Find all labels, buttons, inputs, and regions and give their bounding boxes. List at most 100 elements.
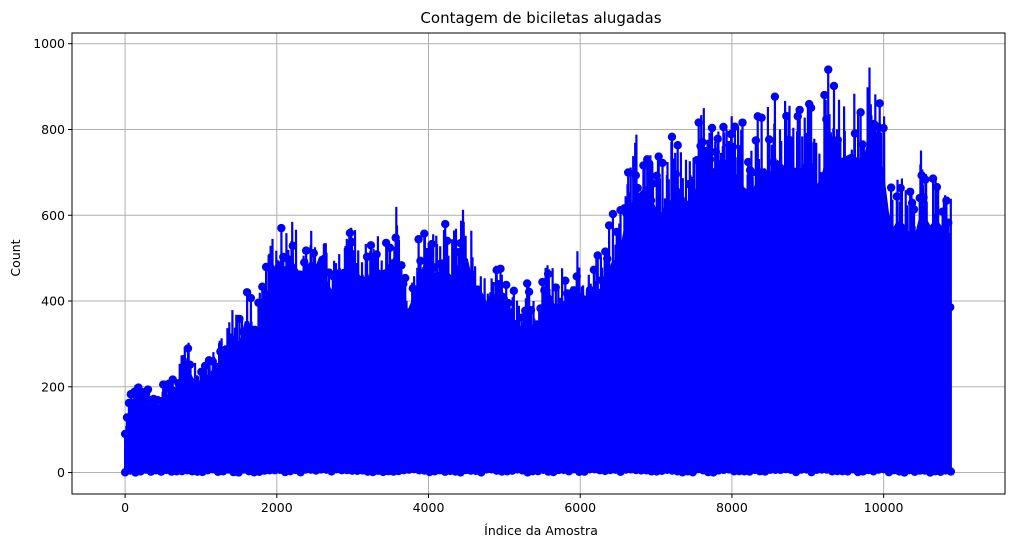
series-marker xyxy=(603,254,612,263)
series-marker xyxy=(633,183,642,193)
series-marker xyxy=(646,196,656,205)
series-marker xyxy=(673,141,682,150)
series-marker xyxy=(658,158,667,168)
series-marker xyxy=(397,261,406,270)
series-marker xyxy=(938,207,947,216)
series-marker xyxy=(406,314,416,323)
series-marker xyxy=(258,282,267,291)
series-marker xyxy=(732,241,741,250)
series-marker xyxy=(766,172,776,182)
series-marker xyxy=(408,284,418,293)
series-marker xyxy=(237,349,246,358)
series-marker xyxy=(930,221,940,231)
series-marker xyxy=(359,284,368,293)
series-marker xyxy=(557,347,566,357)
series-marker xyxy=(347,237,357,247)
series-marker xyxy=(896,183,905,193)
series-marker xyxy=(747,168,757,177)
series-marker xyxy=(284,256,294,265)
series-marker xyxy=(179,393,189,403)
series-marker xyxy=(545,314,555,323)
series-marker xyxy=(850,129,860,138)
series-marker xyxy=(744,157,753,167)
chart-title: Contagem de biciletas alugadas xyxy=(420,9,661,27)
series-marker xyxy=(946,303,955,312)
series-marker xyxy=(871,153,881,163)
axes-frame xyxy=(71,32,1006,495)
series-marker xyxy=(652,171,661,181)
series-marker xyxy=(791,266,801,276)
series-marker xyxy=(833,135,842,145)
x-tick-label: 4000 xyxy=(413,500,445,515)
series-marker xyxy=(926,288,936,297)
series-marker xyxy=(759,205,768,215)
series-marker xyxy=(883,264,892,273)
series-marker xyxy=(534,338,543,348)
series-marker xyxy=(627,256,637,266)
series-marker xyxy=(202,378,212,388)
series-marker xyxy=(296,332,305,342)
series-marker xyxy=(378,300,387,309)
series-marker xyxy=(635,246,644,255)
series-marker xyxy=(934,294,943,303)
series-marker xyxy=(315,285,324,294)
x-tick-label: 0 xyxy=(121,500,129,515)
series-marker xyxy=(618,248,627,258)
series-marker xyxy=(808,163,818,172)
series-marker xyxy=(723,179,732,189)
series-marker xyxy=(376,283,385,293)
series-marker xyxy=(441,219,450,229)
series-marker xyxy=(631,171,640,180)
series-marker xyxy=(913,241,923,250)
y-tick-label: 200 xyxy=(41,379,65,394)
series-marker xyxy=(623,168,633,177)
series-marker xyxy=(120,429,130,439)
series-marker xyxy=(686,179,696,189)
series-marker xyxy=(412,295,421,304)
series-marker xyxy=(273,278,282,288)
series-marker xyxy=(601,247,610,256)
series-marker xyxy=(389,317,398,326)
series-marker xyxy=(932,182,942,192)
series-marker xyxy=(751,136,761,145)
series-marker xyxy=(904,303,913,313)
series-marker xyxy=(888,279,898,289)
series-marker xyxy=(919,193,928,202)
series-marker xyxy=(517,313,526,322)
series-marker xyxy=(911,267,921,276)
series-marker xyxy=(814,235,823,244)
series-marker xyxy=(564,343,574,352)
series-marker xyxy=(461,313,471,323)
series-marker xyxy=(124,398,134,408)
series-marker xyxy=(648,179,658,188)
series-marker xyxy=(326,328,336,337)
series-marker xyxy=(778,169,787,179)
series-marker xyxy=(764,135,774,144)
series-marker xyxy=(867,194,877,203)
x-axis-ticks: 0 2000 4000 6000 8000 10000 xyxy=(121,494,904,515)
series-marker xyxy=(768,158,778,167)
series-marker xyxy=(418,289,427,299)
series-marker xyxy=(260,297,269,306)
series-fill xyxy=(125,132,951,473)
series-marker xyxy=(227,359,237,369)
series-marker xyxy=(928,174,938,183)
series-marker xyxy=(730,122,740,131)
series-marker xyxy=(890,239,900,248)
series-marker xyxy=(181,381,191,390)
series-marker xyxy=(740,275,749,284)
series-marker xyxy=(734,258,743,268)
series-marker xyxy=(360,332,370,341)
series-marker xyxy=(212,395,221,404)
series-marker xyxy=(700,191,709,200)
series-marker xyxy=(843,213,852,222)
series-marker xyxy=(885,228,894,238)
series-marker xyxy=(715,159,724,169)
series-marker xyxy=(877,198,886,208)
series-marker xyxy=(644,159,654,168)
series-marker xyxy=(818,214,827,224)
series-marker xyxy=(401,273,410,283)
series-marker xyxy=(654,152,663,161)
x-tick-label: 6000 xyxy=(564,500,596,515)
series-marker xyxy=(801,167,810,176)
